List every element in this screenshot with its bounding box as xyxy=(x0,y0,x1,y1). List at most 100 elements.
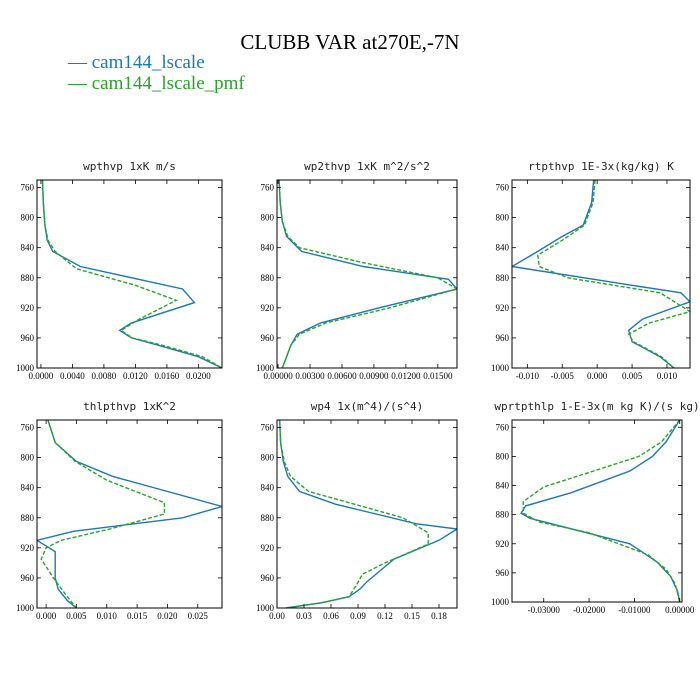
panel-title: wprtpthlp 1-E-3x(m kg K)/(s kg) xyxy=(494,400,699,413)
y-tick-label: 840 xyxy=(496,243,510,253)
series-line-0 xyxy=(278,180,457,368)
y-tick-label: 760 xyxy=(21,183,35,193)
plot-frame xyxy=(36,419,223,609)
series-line-0 xyxy=(512,180,690,368)
y-tick-label: 800 xyxy=(496,213,510,223)
x-tick-label: 0.00000 xyxy=(263,371,293,381)
y-tick-label: 760 xyxy=(261,423,275,433)
y-tick-label: 960 xyxy=(21,573,35,583)
y-tick-label: 840 xyxy=(21,483,35,493)
y-tick-label: 800 xyxy=(21,453,35,463)
y-tick-label: 760 xyxy=(21,423,35,433)
chart-panel-1: wp2thvp 1xK m^2/s^2 760 800 840 880 920 960 100… xyxy=(256,160,458,381)
plot-frame xyxy=(276,179,458,369)
y-tick-label: 960 xyxy=(21,333,35,343)
x-tick-label: 0.015 xyxy=(127,611,148,621)
y-tick-label: 760 xyxy=(261,183,275,193)
x-tick-label: -0.03000 xyxy=(528,605,561,615)
x-tick-label: 0.020 xyxy=(157,611,178,621)
x-tick-label: 0.0040 xyxy=(60,371,85,381)
y-tick-label: 920 xyxy=(21,543,35,553)
x-tick-label: -0.02000 xyxy=(573,605,606,615)
x-tick-label: 0.00000 xyxy=(665,605,695,615)
x-tick-label: -0.010 xyxy=(516,371,540,381)
y-tick-label: 760 xyxy=(496,422,510,432)
x-tick-label: 0.025 xyxy=(188,611,209,621)
y-tick-label: 800 xyxy=(21,213,35,223)
y-tick-label: 920 xyxy=(21,303,35,313)
y-tick-label: 1000 xyxy=(16,363,35,373)
y-tick-label: 920 xyxy=(496,303,510,313)
x-tick-label: 0.06 xyxy=(323,611,339,621)
legend-item-lscale-pmf: — cam144_lscale_pmf xyxy=(68,73,245,94)
x-tick-label: -0.01000 xyxy=(618,605,651,615)
series-line-1 xyxy=(41,180,222,368)
y-tick-label: 960 xyxy=(261,333,275,343)
x-tick-label: -0.005 xyxy=(551,371,575,381)
x-tick-label: 0.00600 xyxy=(327,371,357,381)
y-tick-label: 760 xyxy=(496,183,510,193)
y-tick-label: 1000 xyxy=(256,603,275,613)
y-tick-label: 840 xyxy=(261,483,275,493)
chart-panel-4: wp4 1x(m^4)/(s^4)76080084088092096010000… xyxy=(256,400,458,621)
plot-frame xyxy=(511,419,683,603)
y-tick-label: 880 xyxy=(261,513,275,523)
x-tick-label: 0.000 xyxy=(36,611,57,621)
plot-frame xyxy=(276,419,458,609)
y-tick-label: 1000 xyxy=(491,363,510,373)
panel-title: wpthvp 1xK m/s xyxy=(83,160,176,173)
figure-title: CLUBB VAR at270E,-7N xyxy=(240,30,460,54)
y-tick-label: 880 xyxy=(496,273,510,283)
chart-panel-0: wpthvp 1xK m/s76080084088092096010000.00… xyxy=(16,160,223,381)
series-line-1 xyxy=(279,420,429,608)
x-tick-label: 0.01200 xyxy=(391,371,421,381)
y-tick-label: 960 xyxy=(496,333,510,343)
panel-title: wp4 1x(m^4)/(s^4) xyxy=(311,400,424,413)
y-tick-label: 840 xyxy=(261,243,275,253)
series-line-0 xyxy=(279,420,457,608)
series-line-0 xyxy=(520,420,681,602)
y-tick-label: 920 xyxy=(261,303,275,313)
y-tick-label: 1000 xyxy=(256,363,275,373)
series-line-0 xyxy=(41,180,222,368)
x-tick-label: 0.010 xyxy=(657,371,678,381)
y-tick-label: 920 xyxy=(496,539,510,549)
y-tick-label: 960 xyxy=(261,573,275,583)
series-line-1 xyxy=(522,420,681,602)
x-tick-label: 0.005 xyxy=(622,371,643,381)
x-tick-label: 0.010 xyxy=(97,611,118,621)
x-tick-label: 0.0120 xyxy=(123,371,148,381)
plot-frame xyxy=(511,179,691,369)
y-tick-label: 840 xyxy=(496,481,510,491)
x-tick-label: 0.005 xyxy=(66,611,87,621)
x-tick-label: 0.000 xyxy=(587,371,608,381)
panel-title: wp2thvp 1xK m^2/s^2 xyxy=(304,160,430,173)
y-tick-label: 1000 xyxy=(16,603,35,613)
series-line-1 xyxy=(40,420,166,608)
chart-panel-3: thlpthvp 1xK^276080084088092096010000.00… xyxy=(16,400,223,621)
x-tick-label: 0.00900 xyxy=(359,371,389,381)
chart-panel-5: wprtpthlp 1-E-3x(m kg K)/(s kg) 760 800 840… xyxy=(491,400,700,615)
panel-title: rtpthvp 1E-3x(kg/kg) K xyxy=(528,160,674,173)
y-tick-label: 880 xyxy=(21,513,35,523)
y-tick-label: 880 xyxy=(261,273,275,283)
x-tick-label: 0.15 xyxy=(404,611,420,621)
x-tick-label: 0.0080 xyxy=(92,371,117,381)
y-tick-label: 1000 xyxy=(491,597,510,607)
y-tick-label: 840 xyxy=(21,243,35,253)
x-tick-label: 0.01500 xyxy=(423,371,453,381)
x-tick-label: 0.09 xyxy=(350,611,366,621)
y-tick-label: 800 xyxy=(496,451,510,461)
x-tick-label: 0.12 xyxy=(377,611,393,621)
y-tick-label: 880 xyxy=(496,510,510,520)
y-tick-label: 960 xyxy=(496,568,510,578)
y-tick-label: 800 xyxy=(261,213,275,223)
series-line-0 xyxy=(37,420,222,608)
y-tick-label: 800 xyxy=(261,453,275,463)
x-tick-label: 0.0160 xyxy=(155,371,180,381)
x-tick-label: 0.0000 xyxy=(29,371,54,381)
chart-panel-2: rtpthvp 1E-3x(kg/kg) K 760 800 840 880 920 960… xyxy=(491,160,691,381)
series-line-1 xyxy=(537,180,690,368)
series-line-1 xyxy=(278,180,457,368)
